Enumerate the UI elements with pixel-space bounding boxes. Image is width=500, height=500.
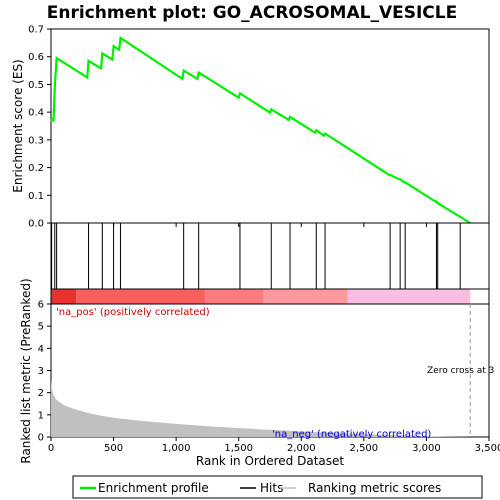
legend-hits-label: Hits xyxy=(260,481,283,495)
es-y-tick-label: 0.0 xyxy=(28,219,44,230)
metric-y-tick-label: 0 xyxy=(38,433,44,444)
chart-title: Enrichment plot: GO_ACROSOMAL_VESICLE xyxy=(47,3,457,23)
enrichment-profile-line xyxy=(49,35,471,224)
ranking-color-bar xyxy=(51,289,471,304)
es-y-tick-label: 0.5 xyxy=(28,80,44,91)
metric-y-tick-label: 1 xyxy=(38,410,44,421)
x-tick-label: 1,000 xyxy=(162,443,191,454)
hits-track xyxy=(51,223,461,289)
rank-x-axis: 0 500 1,000 1,500 2,000 2,500 3,000 3,500 xyxy=(48,223,500,454)
es-y-tick-label: 0.3 xyxy=(28,135,44,146)
metric-y-tick-label: 4 xyxy=(38,344,44,355)
color-bar-segment xyxy=(263,289,348,304)
es-y-tick-label: 0.7 xyxy=(28,25,44,36)
color-bar-segment xyxy=(76,289,205,304)
negative-correlation-label: 'na_neg' (negatively correlated) xyxy=(272,429,431,440)
zero-cross-label: Zero cross at 3 xyxy=(427,366,494,376)
metric-y-tick-label: 6 xyxy=(38,300,44,311)
color-bar-segment xyxy=(51,289,77,304)
x-tick-label: 2,000 xyxy=(287,443,316,454)
metric-y-axis-label: Ranked list metric (PreRanked) xyxy=(19,278,33,463)
metric-y-tick-label: 5 xyxy=(38,322,44,333)
metric-y-tick-label: 2 xyxy=(38,388,44,399)
x-axis-label: Rank in Ordered Dataset xyxy=(196,454,344,468)
x-tick-label: 3,500 xyxy=(475,443,500,454)
metric-y-axis: 0 1 2 3 4 5 6 xyxy=(38,300,51,444)
es-y-axis: 0.0 0.1 0.2 0.3 0.4 0.5 0.6 0.7 xyxy=(28,25,51,230)
x-tick-label: 0 xyxy=(48,443,54,454)
legend-ranking-label: Ranking metric scores xyxy=(308,481,441,495)
legend-box xyxy=(72,475,483,499)
x-tick-label: 1,500 xyxy=(224,443,253,454)
x-tick-label: 2,500 xyxy=(350,443,379,454)
es-y-tick-label: 0.1 xyxy=(28,191,44,202)
es-y-axis-label: Enrichment score (ES) xyxy=(11,59,25,192)
metric-y-tick-label: 3 xyxy=(38,366,44,377)
color-bar-segment xyxy=(204,289,264,304)
x-tick-label: 3,000 xyxy=(412,443,441,454)
es-y-tick-label: 0.2 xyxy=(28,163,44,174)
es-y-tick-label: 0.4 xyxy=(28,108,44,119)
legend: Enrichment profile Hits Ranking metric s… xyxy=(72,475,483,499)
ranking-metric-area xyxy=(51,379,471,437)
es-y-tick-label: 0.6 xyxy=(28,52,44,63)
hits-plot-frame xyxy=(50,222,490,290)
x-tick-label: 500 xyxy=(104,443,123,454)
color-bar-segment xyxy=(347,289,471,304)
metric-plot-frame xyxy=(50,303,490,438)
legend-enrichment-label: Enrichment profile xyxy=(98,481,209,495)
positive-correlation-label: 'na_pos' (positively correlated) xyxy=(56,307,210,318)
